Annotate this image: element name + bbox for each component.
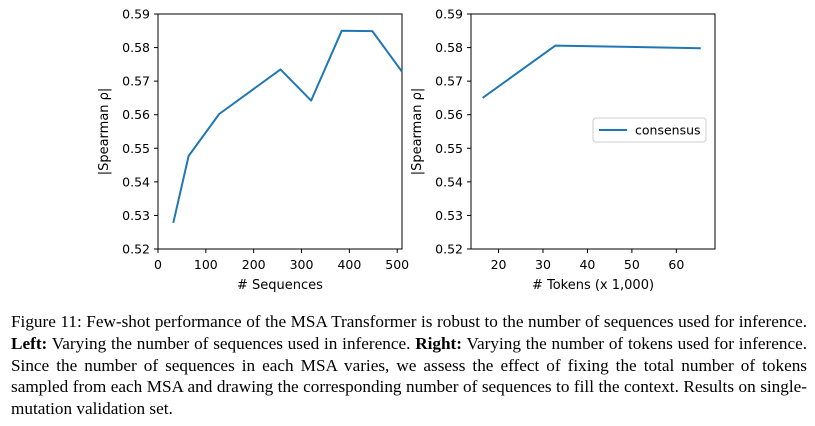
left-series <box>172 29 403 224</box>
figure-caption: Figure 11: Few-shot performance of the M… <box>11 311 807 420</box>
caption-left-text: Varying the number of sequences used in … <box>47 333 416 353</box>
right-y-tick-label: 0.56 <box>435 107 463 122</box>
right-y-tick-label: 0.53 <box>435 208 463 223</box>
left-x-tick-label: 400 <box>337 257 361 272</box>
left-x-ticks: 0 100 200 300 400 500 <box>154 249 409 272</box>
left-series-line <box>172 29 403 224</box>
right-x-tick-label: 50 <box>624 257 640 272</box>
caption-right-text: Varying the number of tokens used for in… <box>11 333 807 419</box>
right-y-tick-label: 0.55 <box>435 141 463 156</box>
right-series <box>482 44 701 99</box>
legend-label-consensus: consensus <box>635 123 701 138</box>
left-y-tick-label: 0.53 <box>122 208 150 223</box>
right-y-axis-label: |Spearman ρ| <box>410 88 425 176</box>
right-x-tick-label: 40 <box>579 257 595 272</box>
left-y-ticks: 0.52 0.53 0.54 0.55 0.56 0.57 0.58 0.59 <box>122 7 158 257</box>
right-x-axis-label: # Tokens (x 1,000) <box>532 278 654 293</box>
right-x-tick-label: 20 <box>491 257 507 272</box>
caption-left-label: Left: <box>11 333 48 353</box>
right-x-tick-label: 60 <box>668 257 684 272</box>
left-y-tick-label: 0.57 <box>122 74 150 89</box>
caption-intro: Figure 11: Few-shot performance of the M… <box>11 312 807 331</box>
figure: # Sequences |Spearman ρ| 0 100 200 300 400 50… <box>97 7 716 294</box>
legend-box <box>592 117 707 143</box>
left-y-tick-label: 0.54 <box>122 174 150 189</box>
right-x-ticks: 20 30 40 50 60 <box>491 249 684 272</box>
right-y-tick-label: 0.54 <box>435 174 463 189</box>
right-series-line <box>482 44 701 99</box>
left-x-tick-label: 0 <box>154 257 162 272</box>
right-y-tick-label: 0.57 <box>435 74 463 89</box>
right-plot-frame <box>470 13 716 250</box>
left-y-tick-label: 0.55 <box>122 141 150 156</box>
right-y-tick-label: 0.52 <box>435 242 463 257</box>
left-x-tick-label: 100 <box>194 257 218 272</box>
right-x-tick-label: 30 <box>535 257 551 272</box>
legend: consensus <box>592 117 707 143</box>
left-y-tick-label: 0.56 <box>122 107 150 122</box>
left-y-tick-label: 0.58 <box>122 40 150 55</box>
right-y-tick-label: 0.59 <box>435 7 463 22</box>
left-plot-frame <box>157 13 403 250</box>
left-y-tick-label: 0.52 <box>122 242 150 257</box>
caption-right-label: Right: <box>415 333 462 353</box>
left-x-tick-label: 500 <box>385 257 409 272</box>
left-y-axis-label: |Spearman ρ| <box>97 88 112 176</box>
left-x-tick-label: 300 <box>290 257 314 272</box>
left-chart: # Sequences |Spearman ρ| 0 100 200 300 400 50… <box>97 7 409 294</box>
right-y-tick-label: 0.58 <box>435 40 463 55</box>
left-x-axis-label: # Sequences <box>237 278 323 293</box>
left-x-tick-label: 200 <box>242 257 266 272</box>
left-y-tick-label: 0.59 <box>122 7 150 22</box>
right-chart: # Tokens (x 1,000) |Spearman ρ| 20 30 40 50… <box>410 7 716 293</box>
right-y-ticks: 0.52 0.53 0.54 0.55 0.56 0.57 0.58 0.59 <box>435 7 471 257</box>
